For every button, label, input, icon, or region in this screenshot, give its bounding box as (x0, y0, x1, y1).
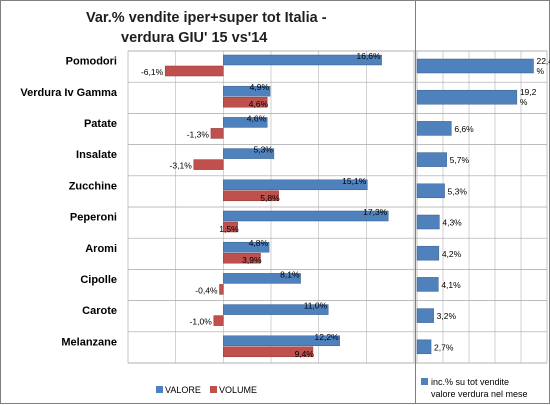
bar-valore (223, 54, 382, 66)
bar-incidence (416, 214, 440, 230)
data-label-valore: 4,8% (249, 238, 269, 248)
data-label-incidence: 2,7% (434, 342, 454, 352)
bar-valore (223, 148, 275, 159)
data-label-incidence: 19,2% (520, 87, 537, 107)
data-label-valore: 16,6% (356, 51, 381, 61)
data-label-incidence: 4,1% (441, 280, 461, 290)
bar-valore (223, 85, 271, 97)
category-label: Aromi (85, 243, 117, 255)
data-label-valore: 4,9% (250, 82, 270, 92)
bar-volume (210, 128, 224, 139)
bar-incidence (416, 121, 452, 136)
data-label-volume: 5,8% (260, 193, 280, 203)
bar-incidence (416, 308, 434, 323)
data-label-volume: 1,5% (219, 224, 239, 234)
bar-valore (223, 335, 340, 347)
legend-label-valore: VALORE (165, 385, 201, 395)
data-label-incidence: 3,2% (437, 311, 457, 321)
bar-volume (193, 159, 224, 170)
data-label-incidence: 22,4% (536, 56, 550, 76)
category-label: Cipolle (80, 274, 117, 286)
legend-swatch-volume (210, 386, 217, 393)
data-label-valore: 8,1% (280, 269, 300, 279)
data-label-valore: 12,2% (315, 332, 340, 342)
legend-swatch-valore (156, 386, 163, 393)
data-label-volume: 4,6% (249, 99, 269, 109)
data-label-incidence: 4,3% (442, 218, 462, 228)
data-label-incidence: 4,2% (442, 249, 462, 259)
bar-valore (223, 179, 368, 191)
bar-volume (223, 221, 238, 233)
bar-incidence (416, 152, 447, 167)
data-label-volume: -3,1% (170, 161, 193, 171)
legend-label-volume: VOLUME (219, 385, 257, 395)
data-label-volume: -0,4% (195, 285, 218, 295)
legend-swatch-incidence (421, 378, 428, 385)
bar-incidence (416, 58, 534, 74)
data-label-volume: -1,0% (190, 317, 213, 327)
data-label-incidence: 6,6% (454, 124, 474, 134)
category-label: Pomodori (66, 56, 117, 68)
chart-subtitle: verdura GIU' 15 vs'14 (121, 30, 267, 46)
data-label-valore: 11,0% (304, 301, 328, 311)
bar-incidence (416, 245, 440, 261)
bar-valore (223, 241, 270, 253)
bar-valore (223, 273, 301, 284)
data-label-valore: 4,6% (247, 113, 267, 123)
data-label-volume: -1,3% (187, 129, 210, 139)
legend-label-incidence-line1: inc.% su tot vendite (431, 377, 509, 387)
bar-incidence (416, 89, 518, 105)
bar-volume (219, 284, 224, 295)
category-label: Zucchine (69, 180, 117, 192)
bar-volume (223, 190, 279, 202)
legend-label-incidence-line2: valore verdura nel mese (431, 389, 528, 399)
data-label-volume: -6,1% (141, 67, 164, 77)
category-label: Insalate (76, 149, 117, 161)
category-label: Verdura Iv Gamma (20, 87, 117, 99)
data-label-valore: 17,3% (363, 207, 388, 217)
bar-valore (223, 304, 329, 315)
bar-volume (164, 65, 224, 77)
bar-incidence (416, 339, 432, 355)
data-label-incidence: 5,7% (450, 155, 470, 165)
bar-volume (213, 315, 224, 326)
bar-volume (223, 96, 268, 108)
category-label: Patate (84, 118, 117, 130)
category-label: Peperoni (70, 212, 117, 224)
bar-incidence (416, 277, 439, 292)
bar-incidence (416, 183, 445, 199)
category-label: Carote (82, 305, 117, 317)
bar-valore (223, 117, 268, 128)
bar-volume (223, 346, 314, 358)
data-label-valore: 5,3% (253, 145, 273, 155)
data-label-volume: 9,4% (295, 349, 315, 359)
bar-volume (223, 252, 261, 264)
category-label: Melanzane (61, 336, 117, 348)
bar-valore (223, 210, 389, 222)
data-label-incidence: 5,3% (448, 186, 468, 196)
data-label-valore: 15,1% (342, 176, 367, 186)
data-label-volume: 3,9% (242, 255, 262, 265)
chart-title: Var.% vendite iper+super tot Italia - (86, 10, 327, 26)
